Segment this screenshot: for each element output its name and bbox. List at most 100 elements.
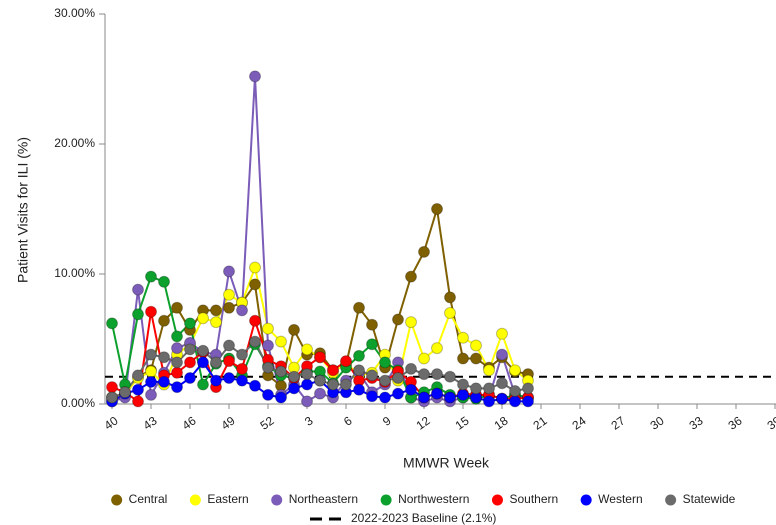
legend-marker [189, 494, 201, 506]
x-axis-title: MMWR Week [403, 455, 490, 471]
legend-marker [580, 494, 592, 506]
point [353, 364, 365, 377]
legend-marker [111, 494, 123, 506]
point [314, 351, 326, 364]
x-tick-label: 46 [180, 413, 199, 432]
point [171, 330, 183, 343]
legend-label: Western [598, 492, 642, 506]
point [171, 301, 183, 314]
point [197, 344, 209, 357]
point [366, 390, 378, 403]
point [301, 368, 313, 381]
point [184, 372, 196, 384]
point [249, 335, 261, 348]
point [145, 388, 157, 401]
point [119, 386, 131, 399]
point [301, 343, 313, 356]
point [171, 381, 183, 394]
point [223, 265, 235, 278]
point [431, 387, 443, 400]
point [158, 275, 170, 288]
point [132, 308, 144, 321]
legend-marker [380, 494, 392, 506]
point [210, 356, 222, 369]
point [509, 395, 521, 408]
point [288, 382, 300, 395]
point [444, 370, 456, 383]
point [223, 355, 235, 368]
point [210, 316, 222, 329]
point [366, 318, 378, 331]
x-tick-label: 15 [453, 413, 472, 432]
point [132, 395, 144, 408]
y-tick-label: 20.00% [54, 136, 95, 150]
x-tick-label: 21 [531, 413, 550, 432]
point [483, 382, 495, 395]
point [158, 375, 170, 388]
x-tick-label: 30 [648, 413, 667, 432]
point [496, 377, 508, 390]
point [379, 356, 391, 369]
point [184, 356, 196, 369]
x-tick-label: 43 [141, 413, 160, 432]
point [431, 368, 443, 381]
point [171, 366, 183, 379]
y-tick-label: 0.00% [61, 396, 95, 410]
point [470, 339, 482, 352]
point [405, 270, 417, 283]
point [145, 270, 157, 283]
point [145, 305, 157, 318]
point [301, 395, 313, 408]
legend-label: Eastern [207, 492, 248, 506]
point [262, 388, 274, 401]
point [197, 356, 209, 369]
point [418, 245, 430, 258]
point [275, 391, 287, 404]
x-tick-label: 40 [102, 413, 121, 432]
point [340, 355, 352, 368]
point [301, 378, 313, 391]
point [288, 323, 300, 336]
point [457, 378, 469, 391]
legend-label: Southern [509, 492, 558, 506]
x-tick-label: 33 [687, 413, 706, 432]
point [106, 317, 118, 330]
point [405, 383, 417, 396]
point [405, 316, 417, 329]
legend-label: Statewide [683, 492, 736, 506]
point [223, 372, 235, 384]
point [353, 383, 365, 396]
point [353, 349, 365, 362]
point [236, 304, 248, 317]
point [262, 361, 274, 374]
x-tick-label: 12 [414, 413, 433, 432]
point [158, 351, 170, 364]
x-tick-label: 52 [258, 413, 277, 432]
point [470, 352, 482, 365]
point [522, 395, 534, 408]
point [405, 362, 417, 375]
point [275, 365, 287, 378]
x-tick-label: 18 [492, 413, 511, 432]
point [197, 378, 209, 391]
point [392, 313, 404, 326]
point [444, 291, 456, 304]
x-tick-label: 6 [341, 413, 355, 428]
point [327, 364, 339, 377]
legend-label: Northeastern [289, 492, 358, 506]
point [223, 339, 235, 352]
point [262, 339, 274, 352]
point [184, 317, 196, 330]
x-tick-label: 49 [219, 413, 238, 432]
point [431, 342, 443, 355]
x-tick-label: 9 [380, 413, 394, 428]
point [158, 314, 170, 327]
point [379, 374, 391, 387]
point [392, 387, 404, 400]
point [418, 352, 430, 365]
point [236, 374, 248, 387]
point [379, 391, 391, 404]
point [496, 327, 508, 340]
point [132, 283, 144, 296]
